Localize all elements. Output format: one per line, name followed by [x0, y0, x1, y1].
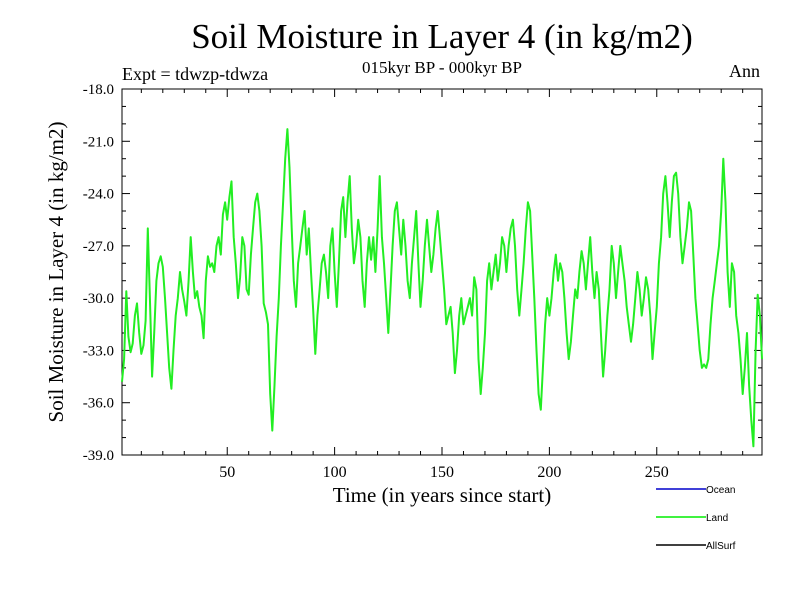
- chart-subtitle: 015kyr BP - 000kyr BP: [362, 58, 522, 77]
- chart-title: Soil Moisture in Layer 4 (in kg/m2): [191, 17, 693, 56]
- legend: Ocean Land AllSurf: [656, 485, 736, 552]
- y-tick-label: -21.0: [83, 134, 114, 150]
- y-tick-label: -36.0: [83, 396, 114, 412]
- x-tick-label: 100: [323, 464, 347, 481]
- legend-label-allsurf: AllSurf: [706, 541, 736, 552]
- chart-season: Ann: [729, 61, 760, 81]
- x-tick-label: 150: [430, 464, 454, 481]
- y-tick-label: -24.0: [83, 187, 114, 203]
- y-axis-ticks: -18.0 -21.0 -24.0 -27.0 -30.0 -33.0 -36.0 -39.0: [83, 82, 762, 464]
- chart-experiment: Expt = tdwzp-tdwza: [122, 64, 268, 84]
- x-tick-label: 250: [645, 464, 669, 481]
- x-axis-label: Time (in years since start): [333, 483, 552, 507]
- series-line-land: [121, 128, 763, 448]
- y-tick-label: -30.0: [83, 291, 114, 307]
- y-axis-label: Soil Moisture in Layer 4 (in kg/m2): [44, 122, 68, 423]
- x-tick-label: 50: [219, 464, 235, 481]
- y-tick-label: -33.0: [83, 343, 114, 359]
- legend-label-ocean: Ocean: [706, 485, 735, 496]
- y-tick-label: -27.0: [83, 239, 114, 255]
- x-axis-ticks: 50 100 150 200 250: [140, 89, 744, 481]
- y-tick-label: -18.0: [83, 82, 114, 98]
- series-layer: [121, 128, 763, 448]
- y-tick-label: -39.0: [83, 448, 114, 464]
- legend-label-land: Land: [706, 513, 728, 524]
- x-tick-label: 200: [537, 464, 561, 481]
